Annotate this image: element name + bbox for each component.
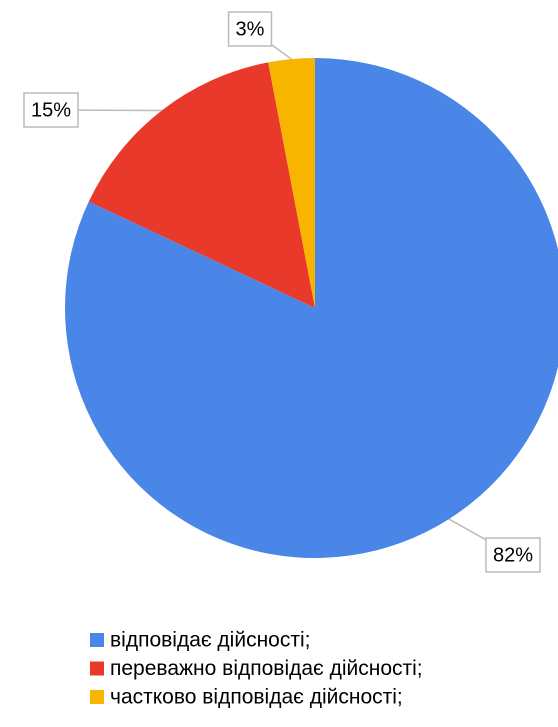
data-label: 3% <box>236 18 265 40</box>
data-label: 15% <box>31 99 71 121</box>
legend-swatch <box>90 690 104 704</box>
legend-label: частково відповідає дійсності; <box>110 686 403 709</box>
data-label-box <box>23 92 79 128</box>
legend-swatch <box>90 633 104 647</box>
data-label-box <box>485 537 541 573</box>
legend-label: переважно відповідає дійсності; <box>110 657 423 680</box>
legend-swatch <box>90 661 104 676</box>
legend-label: відповідає дійсності; <box>110 629 310 652</box>
pie-slice <box>65 58 558 558</box>
data-label: 82% <box>493 544 533 566</box>
pie-slice <box>268 58 315 308</box>
data-label-box <box>227 11 273 47</box>
pie-slice <box>88 62 315 308</box>
